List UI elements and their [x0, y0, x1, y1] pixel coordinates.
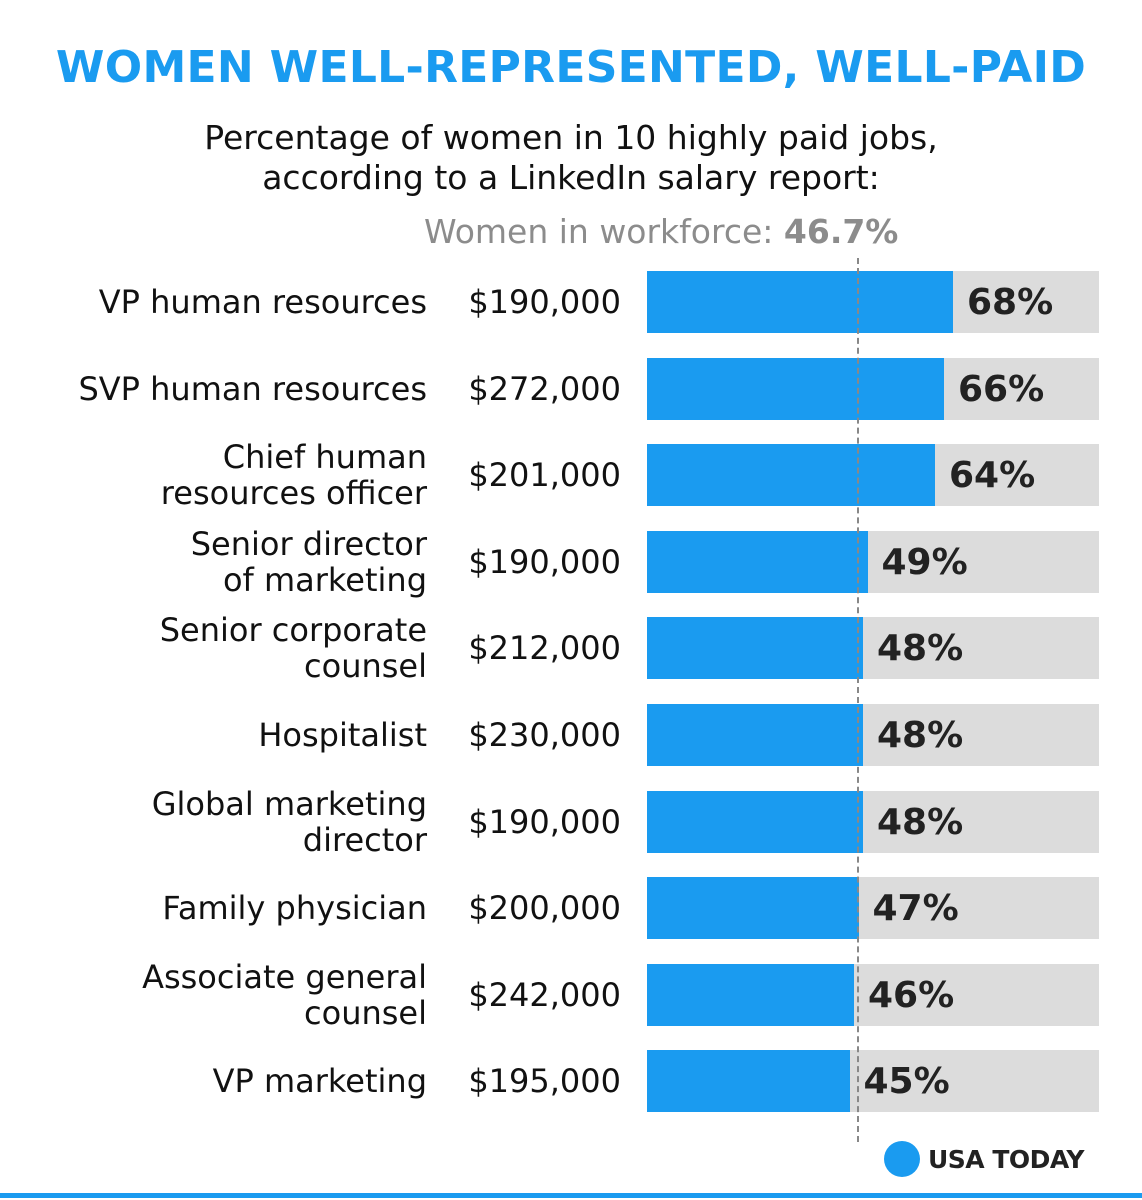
category-label-line: Hospitalist [258, 716, 427, 754]
category-label: SVP human resources [7, 358, 427, 420]
chart-subtitle: Percentage of women in 10 highly paid jo… [0, 118, 1142, 198]
category-label-line: Chief human [222, 438, 427, 476]
value-label: 68% [967, 281, 1054, 323]
logo-dot-icon [884, 1141, 920, 1177]
reference-value: 46.7% [783, 212, 899, 251]
bar-track: 64% [647, 444, 1099, 506]
category-label-line: counsel [304, 647, 427, 685]
salary-label: $242,000 [468, 976, 621, 1014]
bar [647, 964, 854, 1026]
bar-track: 46% [647, 964, 1099, 1026]
bar [647, 791, 863, 853]
value-label: 64% [949, 454, 1036, 496]
category-label: Chief human resources officer [7, 439, 427, 511]
bar [647, 531, 868, 593]
reference-label: Women in workforce: 46.7% [424, 212, 898, 251]
value-label: 48% [877, 627, 964, 669]
category-label: Global marketing director [7, 786, 427, 858]
value-label: 48% [877, 801, 964, 843]
bar-track: 48% [647, 617, 1099, 679]
category-label: Family physician [7, 877, 427, 939]
category-label: Associate general counsel [7, 959, 427, 1031]
value-label: 47% [872, 887, 959, 929]
category-label-line: of marketing [222, 561, 427, 599]
category-label-line: Senior corporate [159, 611, 427, 649]
bar-track: 49% [647, 531, 1099, 593]
bar [647, 1050, 850, 1112]
category-label-line: Global marketing [151, 785, 427, 823]
category-label-line: SVP human resources [78, 370, 427, 408]
chart-row: Hospitalist $230,000 48% [0, 704, 1142, 766]
bar-track: 45% [647, 1050, 1099, 1112]
category-label-line: resources officer [160, 474, 427, 512]
category-label-line: counsel [304, 994, 427, 1032]
bar [647, 444, 935, 506]
chart-row: Senior director of marketing $190,000 49% [0, 526, 1142, 598]
category-label-line: VP marketing [212, 1062, 427, 1100]
subtitle-line-2: according to a LinkedIn salary report: [262, 158, 880, 197]
bar [647, 704, 863, 766]
salary-label: $201,000 [468, 456, 621, 494]
salary-label: $190,000 [468, 283, 621, 321]
salary-label: $272,000 [468, 370, 621, 408]
category-label-line: Senior director [190, 525, 427, 563]
category-label-line: director [302, 821, 427, 859]
salary-label: $212,000 [468, 629, 621, 667]
bar-track: 66% [647, 358, 1099, 420]
chart-row: Senior corporate counsel $212,000 48% [0, 612, 1142, 684]
value-label: 46% [868, 974, 955, 1016]
chart-row: SVP human resources $272,000 66% [0, 358, 1142, 420]
value-label: 49% [881, 541, 968, 583]
value-label: 48% [877, 714, 964, 756]
chart-title: WOMEN WELL-REPRESENTED, WELL-PAID [55, 42, 1087, 93]
brand-name: USA TODAY [928, 1144, 1084, 1174]
category-label: Hospitalist [7, 704, 427, 766]
chart-row: Associate general counsel $242,000 46% [0, 959, 1142, 1031]
chart-row: Global marketing director $190,000 48% [0, 786, 1142, 858]
category-label-line: Family physician [162, 889, 427, 927]
bar-track: 48% [647, 791, 1099, 853]
value-label: 66% [958, 368, 1045, 410]
bar [647, 877, 859, 939]
bar-track: 47% [647, 877, 1099, 939]
category-label: VP marketing [7, 1050, 427, 1112]
category-label: Senior corporate counsel [7, 612, 427, 684]
subtitle-line-1: Percentage of women in 10 highly paid jo… [204, 118, 938, 157]
salary-label: $230,000 [468, 716, 621, 754]
bar-track: 68% [647, 271, 1099, 333]
bar [647, 617, 863, 679]
workforce-reference-line [857, 258, 860, 1142]
salary-label: $200,000 [468, 889, 621, 927]
bar-track: 48% [647, 704, 1099, 766]
salary-label: $190,000 [468, 803, 621, 841]
category-label-line: VP human resources [98, 283, 427, 321]
chart-row: Chief human resources officer $201,000 64% [0, 439, 1142, 511]
category-label: Senior director of marketing [7, 526, 427, 598]
value-label: 45% [863, 1060, 950, 1102]
chart-row: VP human resources $190,000 68% [0, 271, 1142, 333]
category-label: VP human resources [7, 271, 427, 333]
salary-label: $190,000 [468, 543, 621, 581]
chart-row: Family physician $200,000 47% [0, 877, 1142, 939]
brand-logo: USA TODAY [884, 1140, 1084, 1178]
chart-row: VP marketing $195,000 45% [0, 1050, 1142, 1112]
bar [647, 271, 953, 333]
bar [647, 358, 944, 420]
salary-label: $195,000 [468, 1062, 621, 1100]
category-label-line: Associate general [142, 958, 427, 996]
bottom-rule [0, 1193, 1142, 1198]
reference-label-text: Women in workforce: [424, 212, 774, 251]
